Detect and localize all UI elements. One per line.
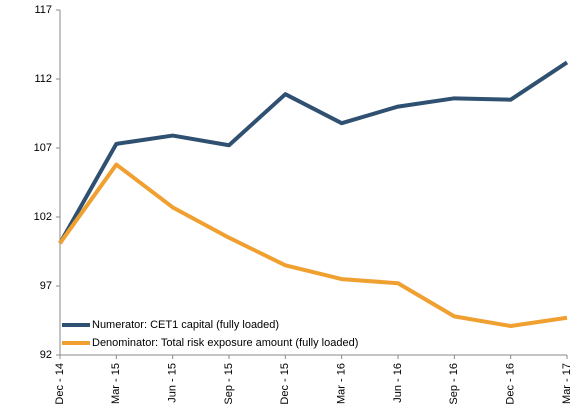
y-tick-label: 112: [34, 73, 52, 85]
x-tick-label: Jun - 15: [167, 363, 179, 403]
y-tick-label: 107: [34, 142, 52, 154]
x-tick-label: Mar - 15: [110, 363, 122, 404]
y-tick-label: 97: [40, 280, 52, 292]
y-tick-label: 117: [34, 4, 52, 16]
series-line: [58, 60, 569, 245]
x-tick-label: Dec - 16: [505, 363, 517, 405]
x-tick-label: Sep - 16: [448, 363, 460, 405]
y-tick-label: 92: [40, 349, 52, 361]
legend-label: Numerator: CET1 capital (fully loaded): [92, 319, 279, 331]
x-tick-label: Sep - 15: [223, 363, 235, 405]
x-tick-label: Dec - 14: [54, 363, 66, 405]
x-tick-label: Dec - 15: [279, 363, 291, 405]
x-tick-label: Mar - 17: [561, 363, 573, 404]
x-tick-label: Jun - 16: [392, 363, 404, 403]
x-tick-label: Mar - 16: [336, 363, 348, 404]
series-line: [58, 162, 568, 329]
y-tick-label: 102: [34, 211, 52, 223]
legend-label: Denominator: Total risk exposure amount …: [92, 337, 358, 349]
